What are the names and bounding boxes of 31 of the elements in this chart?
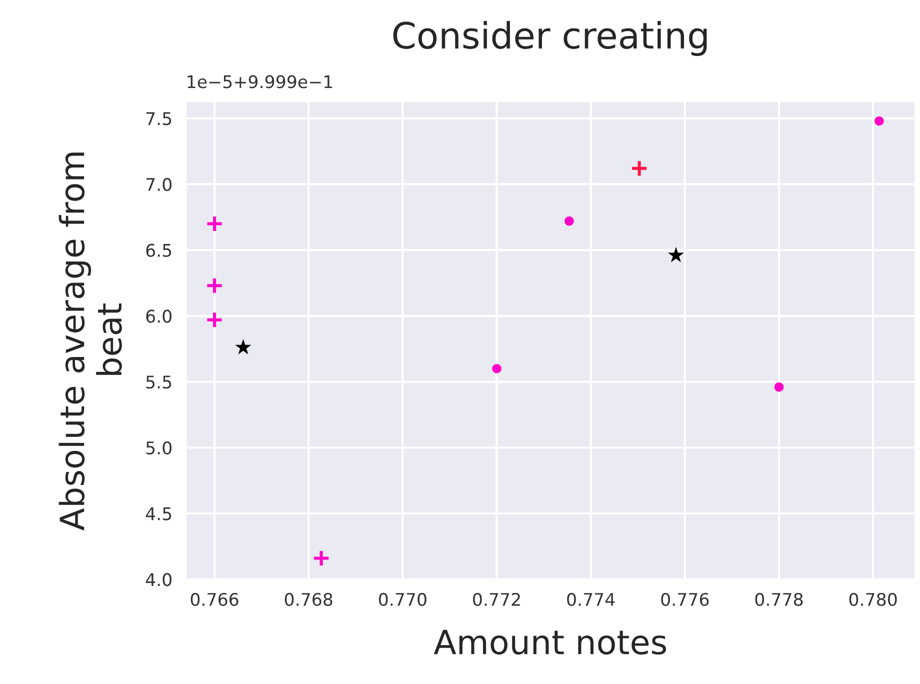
x-tick-label: 0.768 bbox=[284, 592, 332, 606]
point bbox=[874, 116, 884, 126]
x-tick-label: 0.770 bbox=[378, 592, 426, 606]
point bbox=[312, 549, 330, 568]
point bbox=[206, 276, 224, 294]
y-axis-title: Absolute average from beat bbox=[58, 152, 122, 530]
point bbox=[492, 364, 502, 374]
point bbox=[206, 311, 224, 329]
point bbox=[564, 216, 574, 226]
chart-title: Consider creating bbox=[393, 21, 707, 56]
y-tick-label: 5.0 bbox=[146, 441, 172, 454]
x-axis-title: Amount notes bbox=[434, 630, 666, 655]
x-tick-label: 0.778 bbox=[755, 592, 803, 606]
point bbox=[235, 339, 252, 354]
y-tick-label: 7.5 bbox=[146, 112, 172, 126]
y-tick-label: 4.0 bbox=[146, 573, 172, 586]
y-tick-label: 4.5 bbox=[146, 507, 172, 520]
x-tick-label: 0.772 bbox=[473, 592, 520, 606]
point bbox=[206, 214, 224, 233]
x-tick-label: 0.774 bbox=[567, 592, 615, 606]
text: 1e−5+9.999e−1 bbox=[188, 75, 332, 88]
x-tick-label: 0.766 bbox=[190, 592, 238, 606]
x-tick-label: 0.776 bbox=[661, 592, 709, 606]
y-tick-label: 6.0 bbox=[146, 310, 172, 323]
x-tick-label: 0.780 bbox=[849, 592, 897, 606]
y-tick-label: 7.0 bbox=[146, 178, 172, 192]
point bbox=[668, 246, 684, 262]
point bbox=[630, 160, 648, 178]
y-tick-label: 6.5 bbox=[146, 244, 172, 257]
point bbox=[774, 382, 784, 392]
y-tick-label: 5.5 bbox=[146, 376, 172, 389]
